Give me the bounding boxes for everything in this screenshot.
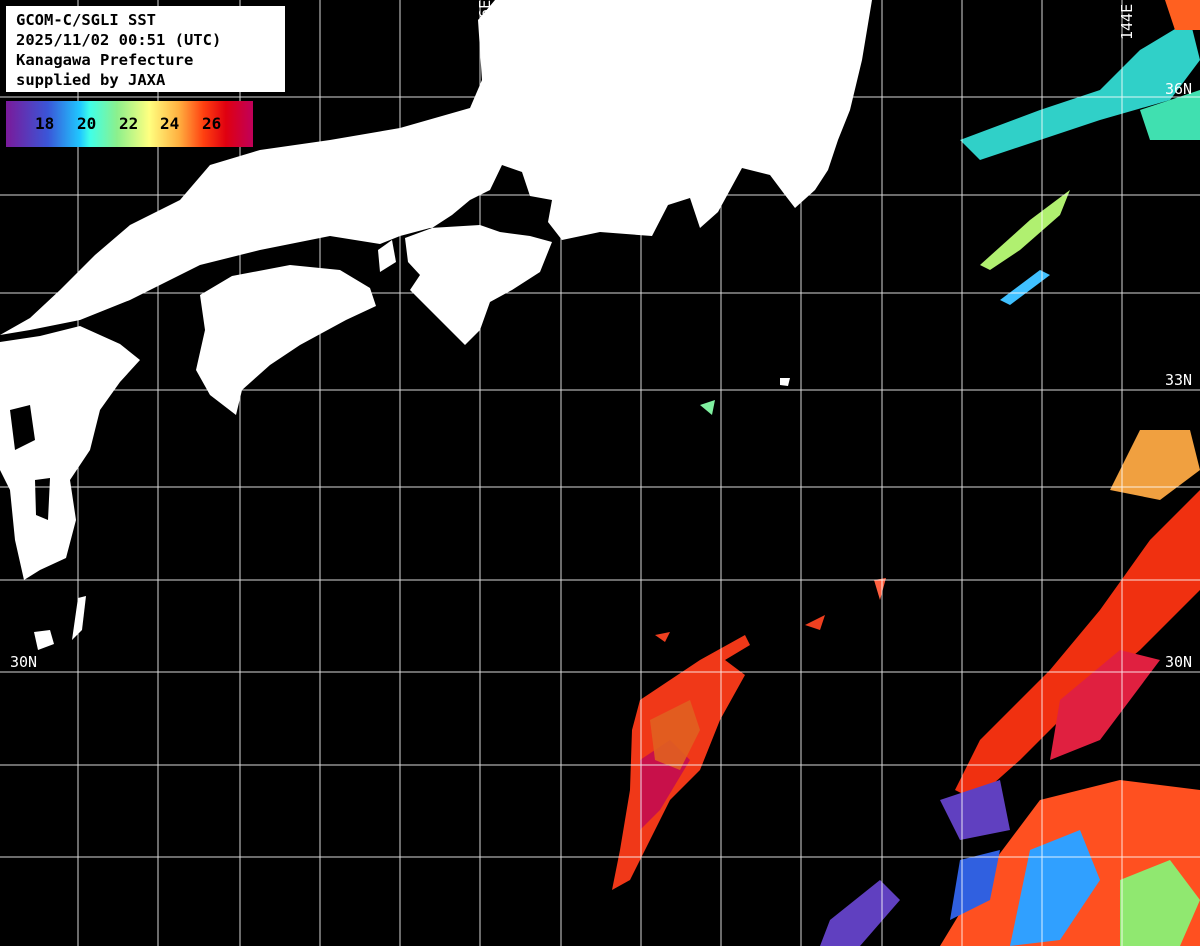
sst-patch-center-mix (650, 700, 700, 770)
observation-time: 2025/11/02 00:51 (UTC) (16, 31, 222, 49)
land (0, 0, 872, 650)
sst-patch-top-right-b (980, 190, 1070, 270)
sst-patch-warm-right (955, 490, 1200, 800)
lat-label-30n-left: 30N (10, 653, 38, 671)
lat-label-36n-right: 36N (1165, 80, 1193, 98)
lat-label-33n-right: 33N (1165, 371, 1193, 389)
sst-patch-bottom-right-cool (1010, 830, 1100, 946)
kyushu (0, 326, 140, 580)
shikoku (196, 265, 376, 415)
izu-islet (780, 378, 790, 386)
lat-label-33-left: 33 (10, 371, 29, 389)
honshu (0, 0, 872, 345)
colorbar-tick: 20 (77, 114, 97, 133)
sst-patch-top-right-c (1000, 270, 1050, 305)
lat-label-30n-right: 30N (1165, 653, 1193, 671)
colorbar-tick: 22 (119, 114, 139, 133)
awaji-island (378, 240, 396, 272)
colorbar-tick: 24 (160, 114, 180, 133)
colorbar-tick: 26 (202, 114, 222, 133)
sst-patch-warm-right-c (1050, 650, 1160, 760)
data-source: supplied by JAXA (16, 71, 166, 89)
sst-patch-small-3 (700, 400, 715, 415)
product-title: GCOM-C/SGLI SST (16, 11, 156, 29)
kyushu-bays (10, 405, 50, 520)
lon-label-144e: 144E (1118, 3, 1136, 40)
sst-patch-top-right-d (1140, 90, 1200, 140)
sst-patch-top-right-e (1165, 0, 1200, 30)
sst-patch-small-2 (805, 615, 825, 630)
tanegashima (72, 596, 86, 640)
yakushima (34, 630, 54, 650)
sst-patch-small-4 (655, 632, 670, 642)
info-box: GCOM-C/SGLI SST 2025/11/02 00:51 (UTC) K… (6, 6, 285, 92)
sst-patch-bottom-right-green (1120, 860, 1200, 946)
lon-label-136e: 136E (476, 0, 494, 36)
sst-patch-top-right (960, 20, 1200, 160)
sst-patch-small-1 (874, 578, 886, 600)
temperature-colorbar: 18 20 22 24 26 (6, 101, 253, 147)
provider: Kanagawa Prefecture (16, 51, 194, 69)
colorbar-tick: 18 (35, 114, 55, 133)
sst-patch-warm-right-b (1110, 430, 1200, 500)
